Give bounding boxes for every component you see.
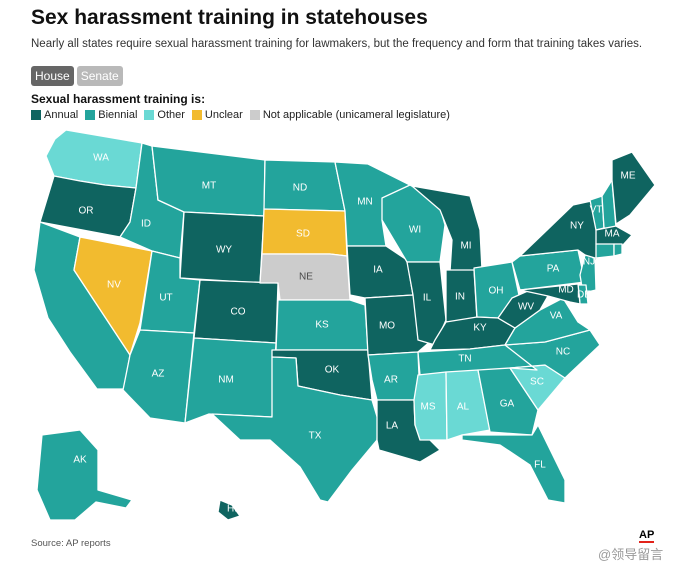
svg-text:IN: IN bbox=[455, 292, 465, 303]
svg-text:MT: MT bbox=[202, 181, 216, 192]
legend-item-other: Other bbox=[144, 109, 185, 121]
page-title: Sex harassment training in statehouses bbox=[31, 6, 428, 29]
svg-text:MO: MO bbox=[379, 321, 395, 332]
svg-text:TX: TX bbox=[309, 431, 322, 442]
chamber-toggle: House Senate bbox=[31, 66, 123, 86]
legend-label-other: Other bbox=[157, 109, 185, 121]
svg-text:KY: KY bbox=[473, 323, 487, 334]
svg-text:ME: ME bbox=[621, 171, 636, 182]
svg-text:WI: WI bbox=[409, 225, 421, 236]
svg-text:MN: MN bbox=[357, 197, 373, 208]
svg-text:VA: VA bbox=[550, 311, 563, 322]
svg-text:UT: UT bbox=[159, 293, 172, 304]
state-tx[interactable] bbox=[211, 356, 379, 503]
svg-text:GA: GA bbox=[500, 399, 515, 410]
svg-text:HI: HI bbox=[227, 504, 237, 515]
senate-toggle-button[interactable]: Senate bbox=[76, 66, 123, 86]
state-labels: WA OR CA NV ID MT WY UT CO AZ NM ND SD N… bbox=[35, 153, 636, 515]
svg-text:MD: MD bbox=[558, 285, 574, 296]
svg-text:NM: NM bbox=[218, 375, 234, 386]
state-ct[interactable] bbox=[595, 243, 615, 259]
svg-text:ID: ID bbox=[141, 219, 151, 230]
legend-item-annual: Annual bbox=[31, 109, 78, 121]
legend-item-unclear: Unclear bbox=[191, 109, 243, 121]
state-pa[interactable] bbox=[511, 249, 586, 291]
svg-text:CO: CO bbox=[231, 307, 246, 318]
state-va[interactable] bbox=[504, 297, 591, 346]
legend-label-biennial: Biennial bbox=[98, 109, 138, 121]
house-toggle-button[interactable]: House bbox=[31, 66, 74, 86]
legend: Annual Biennial Other Unclear Not applic… bbox=[31, 109, 450, 121]
svg-text:NV: NV bbox=[107, 280, 121, 291]
legend-swatch-unclear bbox=[191, 110, 202, 120]
state-nv[interactable] bbox=[73, 236, 153, 356]
legend-label-annual: Annual bbox=[44, 109, 79, 121]
svg-text:ND: ND bbox=[293, 183, 307, 194]
svg-text:VT: VT bbox=[590, 205, 603, 216]
legend-item-na: Not applicable (unicameral legislature) bbox=[249, 109, 450, 121]
svg-text:CA: CA bbox=[35, 318, 49, 329]
svg-text:OK: OK bbox=[325, 365, 340, 376]
svg-text:NC: NC bbox=[556, 347, 570, 358]
legend-swatch-biennial bbox=[85, 110, 96, 120]
svg-text:AZ: AZ bbox=[152, 369, 165, 380]
state-az[interactable] bbox=[122, 329, 195, 424]
svg-text:OH: OH bbox=[489, 286, 504, 297]
page-subtitle: Nearly all states require sexual harassm… bbox=[31, 38, 643, 50]
svg-text:NY: NY bbox=[570, 221, 584, 232]
us-states-map: WA OR CA NV ID MT WY UT CO AZ NM ND SD N… bbox=[33, 129, 656, 521]
state-ga[interactable] bbox=[477, 367, 539, 436]
legend-swatch-annual bbox=[31, 110, 41, 120]
svg-text:OR: OR bbox=[79, 206, 94, 217]
ap-logo: AP bbox=[639, 529, 655, 543]
state-mn[interactable] bbox=[334, 161, 411, 247]
state-al[interactable] bbox=[445, 369, 491, 441]
svg-text:FL: FL bbox=[534, 460, 546, 471]
state-md[interactable] bbox=[519, 283, 581, 305]
svg-text:PA: PA bbox=[547, 264, 560, 275]
svg-text:IL: IL bbox=[423, 293, 432, 304]
state-nj[interactable] bbox=[579, 254, 597, 294]
state-fl[interactable] bbox=[461, 424, 566, 504]
legend-label-na: Not applicable (unicameral legislature) bbox=[262, 109, 450, 121]
svg-text:SD: SD bbox=[296, 229, 310, 240]
legend-title: Sexual harassment training is: bbox=[31, 92, 206, 106]
svg-text:DE: DE bbox=[577, 290, 591, 301]
svg-text:MA: MA bbox=[605, 229, 620, 240]
svg-text:SC: SC bbox=[530, 377, 544, 388]
legend-swatch-other bbox=[144, 110, 155, 120]
state-hi[interactable] bbox=[217, 499, 241, 521]
state-ri[interactable] bbox=[613, 243, 623, 257]
svg-text:KS: KS bbox=[315, 320, 329, 331]
svg-text:IA: IA bbox=[373, 265, 383, 276]
source-note: Source: AP reports bbox=[31, 538, 111, 549]
legend-swatch-na bbox=[249, 110, 260, 120]
legend-label-unclear: Unclear bbox=[204, 109, 243, 121]
svg-text:WV: WV bbox=[518, 302, 534, 313]
svg-text:MS: MS bbox=[421, 402, 436, 413]
svg-text:AK: AK bbox=[73, 455, 87, 466]
state-me[interactable] bbox=[611, 151, 656, 225]
svg-text:MI: MI bbox=[460, 241, 471, 252]
svg-text:NE: NE bbox=[299, 272, 313, 283]
svg-text:WY: WY bbox=[216, 245, 232, 256]
state-ak[interactable] bbox=[36, 429, 133, 521]
svg-text:NJ: NJ bbox=[583, 257, 595, 268]
svg-text:AL: AL bbox=[457, 402, 470, 413]
svg-text:LA: LA bbox=[386, 421, 399, 432]
watermark: @领导留言 bbox=[598, 547, 664, 562]
svg-text:TN: TN bbox=[458, 354, 471, 365]
state-ma[interactable] bbox=[595, 225, 633, 247]
svg-text:WA: WA bbox=[93, 153, 109, 164]
legend-item-biennial: Biennial bbox=[85, 109, 137, 121]
svg-text:AR: AR bbox=[384, 375, 398, 386]
